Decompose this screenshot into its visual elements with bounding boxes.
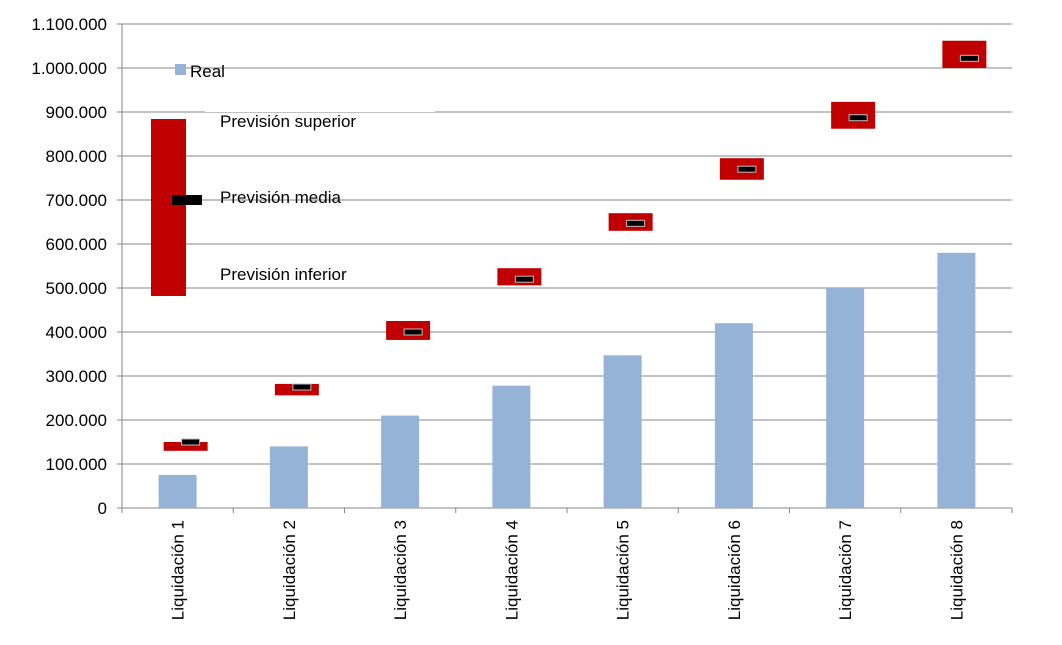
forecast-media-marker xyxy=(737,165,757,173)
y-tick-label: 1.000.000 xyxy=(31,59,107,78)
y-tick-label: 100.000 xyxy=(46,455,107,474)
forecast-media-marker xyxy=(181,438,201,446)
y-tick-label: 500.000 xyxy=(46,279,107,298)
forecast-media-marker xyxy=(514,275,534,283)
forecast-media-marker xyxy=(292,383,312,391)
forecast-range xyxy=(942,40,987,68)
legend-forecast-bar xyxy=(151,119,186,296)
x-category-label: Liquidación 8 xyxy=(947,520,966,620)
x-category-label: Liquidación 5 xyxy=(614,520,633,620)
legend-superior-label: Previsión superior xyxy=(220,112,356,131)
x-category-label: Liquidación 1 xyxy=(169,520,188,620)
bar-real xyxy=(937,252,976,508)
y-tick-label: 900.000 xyxy=(46,103,107,122)
y-tick-label: 1.100.000 xyxy=(31,15,107,34)
y-tick-label: 600.000 xyxy=(46,235,107,254)
forecast-media-marker xyxy=(959,54,979,62)
forecast-media-marker xyxy=(626,219,646,227)
forecast-media-marker xyxy=(848,114,868,122)
x-category-label: Liquidación 2 xyxy=(280,520,299,620)
legend-real-swatch xyxy=(175,64,186,75)
y-axis-ticks: 0 100.000 200.000 300.000 400.000 500.000 600.… xyxy=(31,15,122,518)
y-tick-label: 200.000 xyxy=(46,411,107,430)
bar-real xyxy=(269,446,308,508)
legend-media-marker xyxy=(172,195,202,205)
y-tick-label: 800.000 xyxy=(46,147,107,166)
gridlines xyxy=(122,23,1012,465)
y-tick-label: 400.000 xyxy=(46,323,107,342)
bar-real xyxy=(714,323,753,508)
legend-real-label: Real xyxy=(190,62,225,81)
legend-inferior-label: Previsión inferior xyxy=(220,265,347,284)
forecast-media-marker xyxy=(403,328,423,336)
legend-media-label: Previsión media xyxy=(220,188,341,207)
bar-real xyxy=(492,385,531,508)
x-axis-labels: Liquidación 1 Liquidación 2 Liquidación 3 L… xyxy=(169,520,967,620)
x-category-label: Liquidación 7 xyxy=(836,520,855,620)
legend: Real Previsión superior Previsión media … xyxy=(151,62,435,296)
x-category-label: Liquidación 3 xyxy=(391,520,410,620)
bar-real xyxy=(381,415,420,508)
y-tick-label: 700.000 xyxy=(46,191,107,210)
y-tick-label: 300.000 xyxy=(46,367,107,386)
bars xyxy=(158,252,976,508)
bar-real xyxy=(158,475,197,508)
forecast-markers xyxy=(163,40,987,451)
bar-real xyxy=(826,288,865,508)
forecast-range xyxy=(163,442,208,451)
y-tick-label: 0 xyxy=(98,499,107,518)
x-category-label: Liquidación 6 xyxy=(725,520,744,620)
x-category-label: Liquidación 4 xyxy=(502,520,521,620)
bar-real xyxy=(603,355,642,508)
